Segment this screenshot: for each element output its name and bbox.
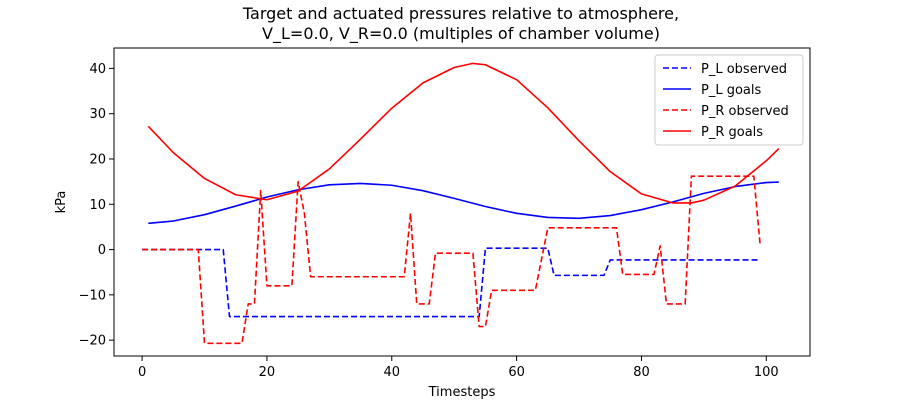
legend-box xyxy=(654,54,804,146)
legend-label: P_R goals xyxy=(701,125,763,140)
y-tick-label: 0 xyxy=(98,243,106,258)
x-tick-label: 60 xyxy=(508,365,525,380)
chart-title-line2: V_L=0.0, V_R=0.0 (multiples of chamber v… xyxy=(262,24,660,44)
y-axis-label: kPa xyxy=(54,191,69,214)
plot-area xyxy=(142,62,780,345)
x-tick-label: 100 xyxy=(754,365,779,380)
legend-label: P_L observed xyxy=(701,62,787,77)
y-tick-label: −20 xyxy=(79,334,106,349)
x-tick-label: 20 xyxy=(259,365,276,380)
legend: P_L observed P_L goals P_R observed P_R goa… xyxy=(654,54,804,146)
series-line-p-r-observed xyxy=(142,175,761,345)
y-tick-label: 10 xyxy=(89,198,106,213)
series-line-p-l-observed xyxy=(142,247,761,318)
plot-frame xyxy=(113,47,811,357)
legend-label: P_R observed xyxy=(701,104,789,119)
x-tick-label: 80 xyxy=(633,365,650,380)
x-tick-label: 40 xyxy=(384,365,401,380)
x-tick-label: 0 xyxy=(138,365,146,380)
x-axis-label: Timesteps xyxy=(428,385,496,400)
series-line-p-r-goals xyxy=(147,62,780,204)
y-tick-label: 40 xyxy=(89,62,106,77)
x-axis: 0 20 40 60 80 100 xyxy=(138,356,779,380)
y-tick-label: 30 xyxy=(89,107,106,122)
chart-title-line1: Target and actuated pressures relative t… xyxy=(242,4,679,23)
y-tick-label: −10 xyxy=(79,288,106,303)
y-axis: −20 −10 0 10 20 30 40 xyxy=(79,62,114,349)
y-tick-label: 20 xyxy=(89,152,106,167)
series-line-p-l-goals xyxy=(148,181,779,225)
legend-label: P_L goals xyxy=(701,83,761,98)
